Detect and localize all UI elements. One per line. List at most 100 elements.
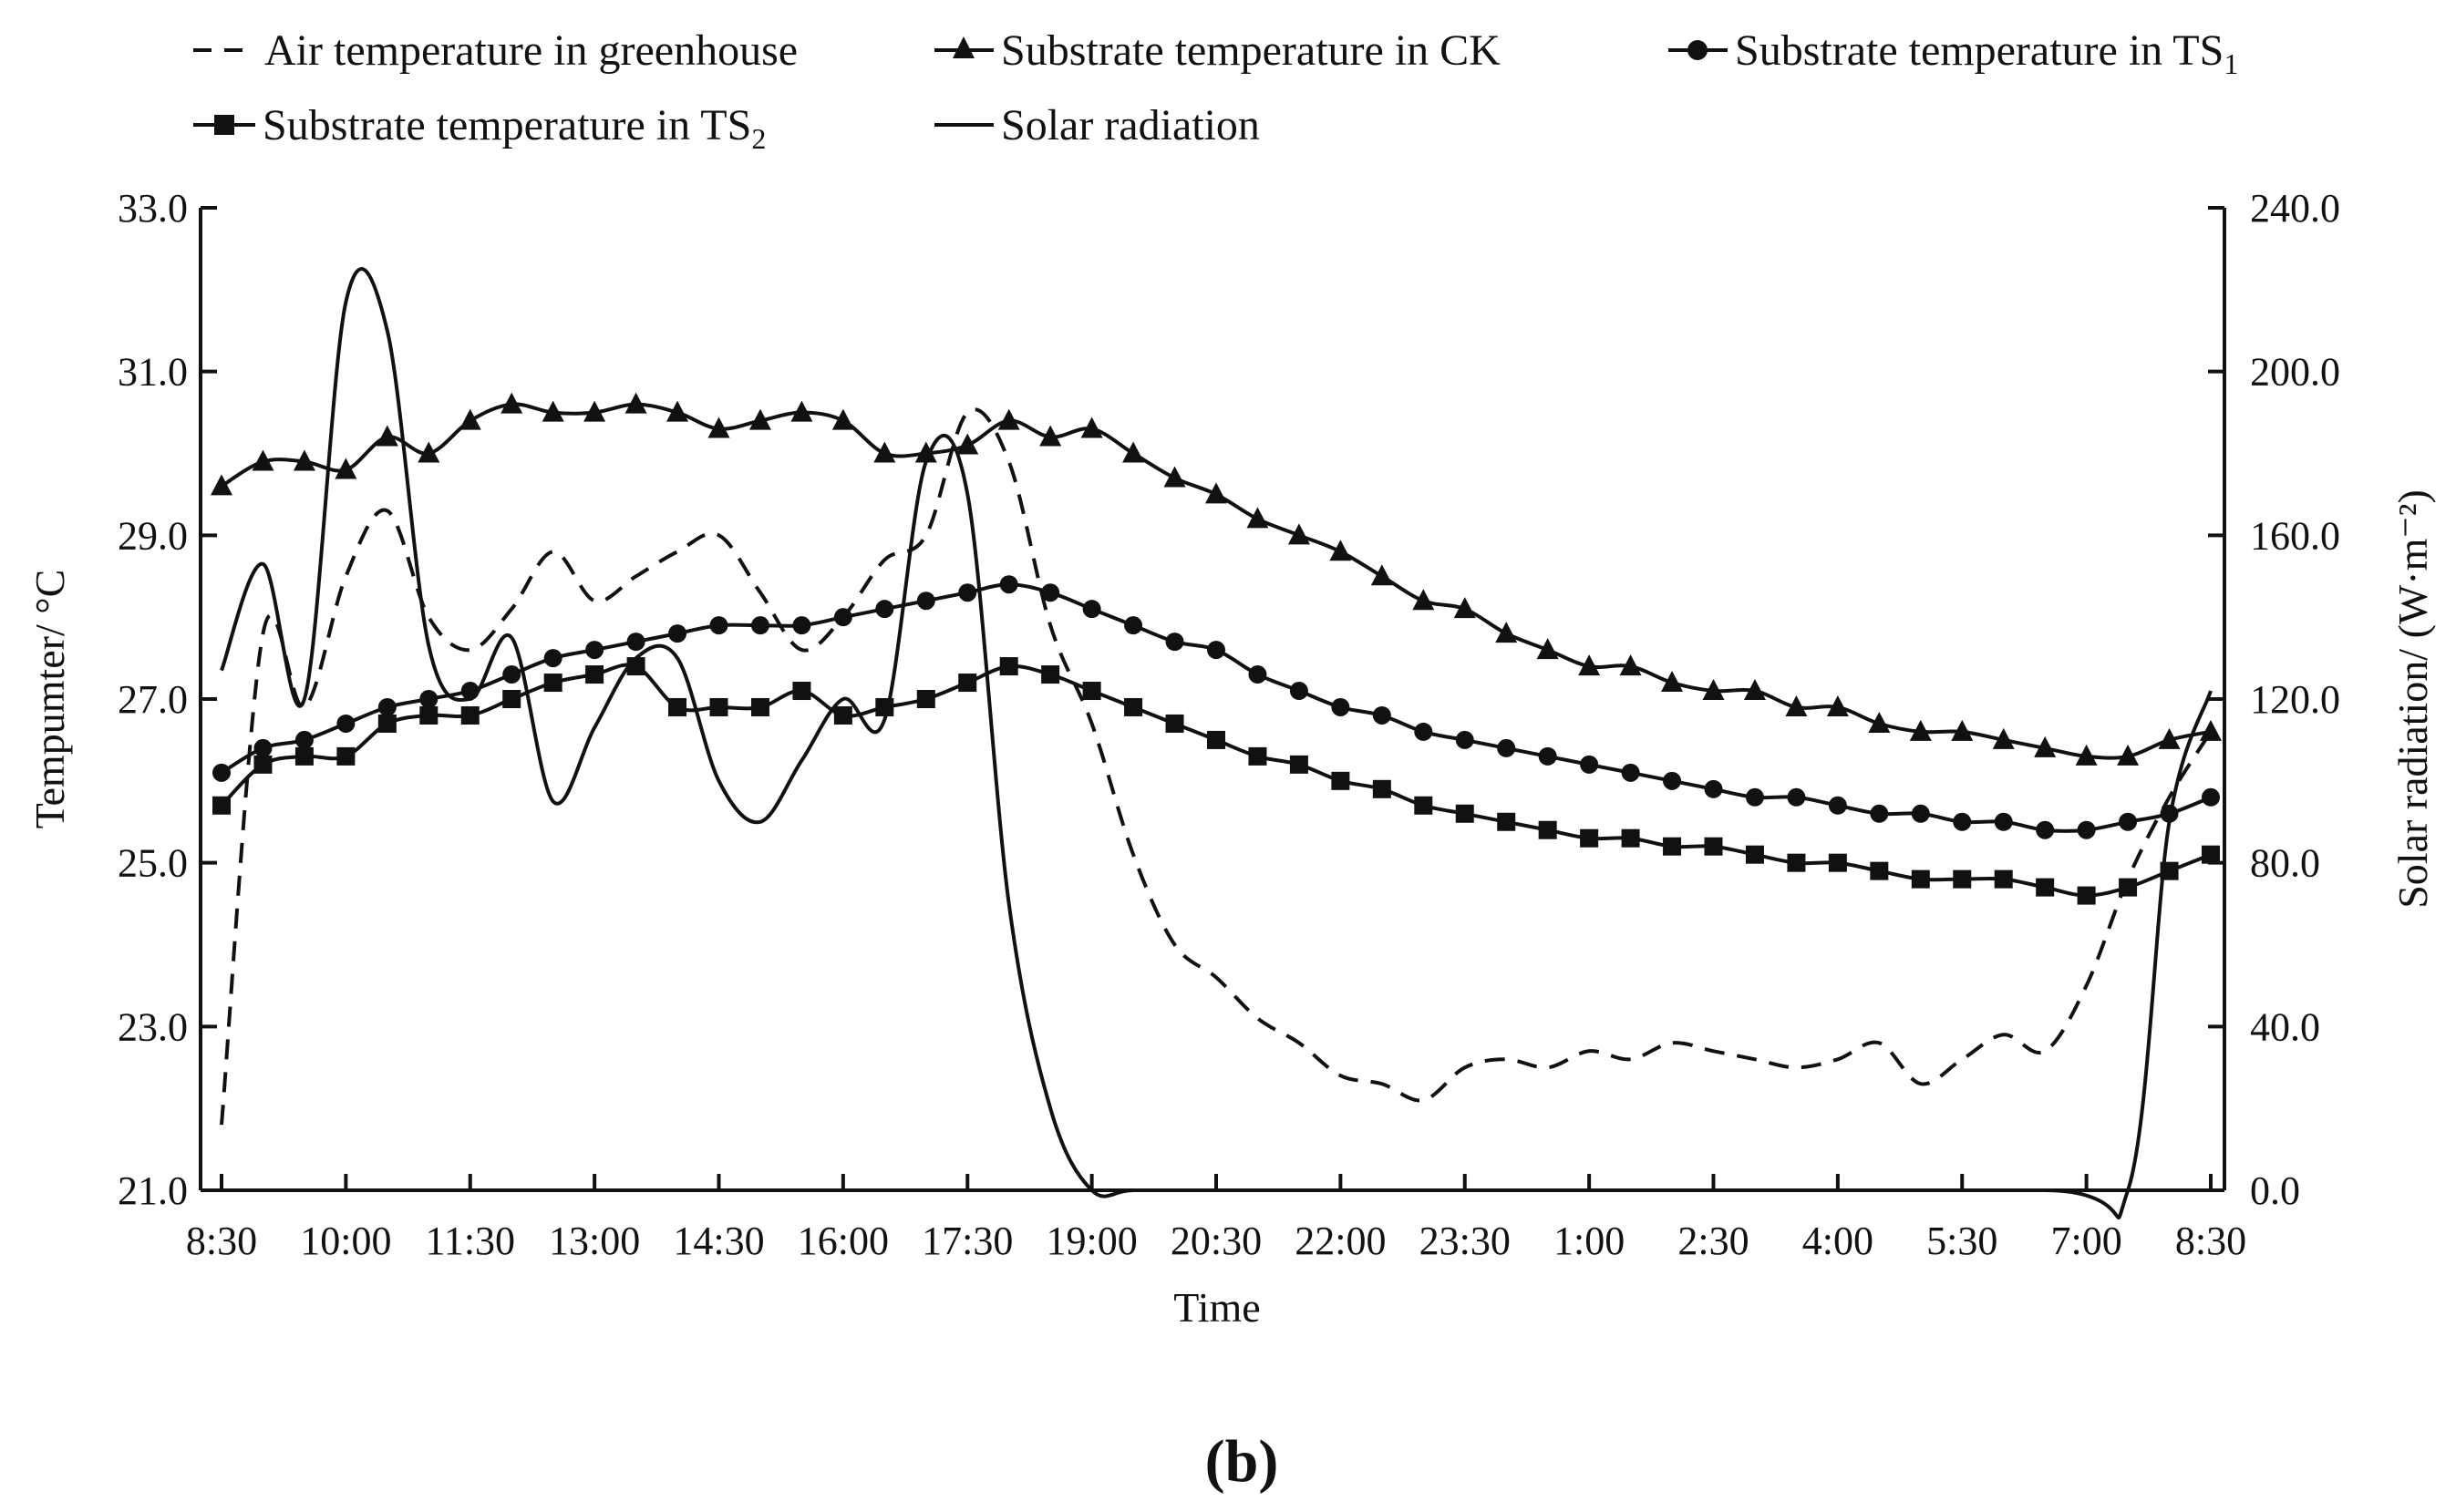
square-point xyxy=(792,682,811,701)
triangle-point xyxy=(1826,694,1849,716)
circle-point xyxy=(1994,812,2013,831)
legend-entry-ck: Substrate temperature in CK xyxy=(934,26,1501,75)
right-y-tick-label: 160.0 xyxy=(2250,513,2340,558)
circle-point xyxy=(1911,804,1930,823)
triangle-point xyxy=(1122,441,1145,463)
series-solar-radiation xyxy=(220,267,2213,1219)
circle-point xyxy=(792,616,811,635)
square-point xyxy=(958,674,977,693)
triangle-point xyxy=(997,408,1020,430)
right-y-tick-label: 240.0 xyxy=(2250,186,2340,231)
square-point xyxy=(2036,878,2055,897)
circle-point xyxy=(958,583,977,602)
circle-point xyxy=(999,575,1018,594)
circle-point xyxy=(502,665,521,684)
triangle-point xyxy=(1619,654,1642,676)
triangle-point xyxy=(335,458,357,479)
circle-point xyxy=(626,633,645,652)
legend-label-ts2: Substrate temperature in TS xyxy=(263,101,751,149)
x-tick-label: 8:30 xyxy=(186,1219,257,1263)
legend-entry-air-temperature: Air temperature in greenhouse xyxy=(193,26,798,75)
triangle-point xyxy=(1909,719,1932,741)
circle-point xyxy=(1124,616,1143,635)
left-y-axis-title: Tempumter/ °C xyxy=(26,570,73,829)
x-tick-label: 10:00 xyxy=(300,1219,391,1263)
circle-point xyxy=(750,616,769,635)
square-point xyxy=(1124,697,1143,716)
square-point xyxy=(294,746,314,766)
series-line-air-temperature-in-greenhouse xyxy=(220,407,2213,1126)
svg-text:Substrate temperature in TS1: Substrate temperature in TS1 xyxy=(1735,26,2238,80)
series-substrate-temperature-in-ck xyxy=(211,392,2222,766)
circle-point xyxy=(709,616,728,635)
square-point xyxy=(1787,853,1806,872)
triangle-point xyxy=(1163,466,1186,488)
triangle-point xyxy=(1868,711,1891,733)
series-substrate-temperature-in-ts2 xyxy=(212,657,2220,905)
svg-text:Substrate temperature in TS2: Substrate temperature in TS2 xyxy=(263,101,766,155)
circle-point xyxy=(1165,633,1184,652)
triangle-point xyxy=(1205,482,1227,504)
right-y-ticks: 0.0 40.0 80.0 120.0 160.0 200.0 240.0 xyxy=(2208,186,2340,1213)
circle-point xyxy=(668,624,687,643)
triangle-point xyxy=(293,449,315,471)
square-point xyxy=(1538,820,1557,839)
square-point xyxy=(502,690,521,708)
triangle-point xyxy=(1080,417,1103,438)
legend-entry-ts2: Substrate temperature in TS2 xyxy=(193,101,766,155)
triangle-point xyxy=(211,474,232,496)
circle-point xyxy=(1248,665,1267,684)
triangle-point xyxy=(1287,523,1310,545)
legend-square-marker xyxy=(214,115,234,135)
panel-label: (b) xyxy=(1205,1428,1279,1495)
circle-point xyxy=(1663,771,1682,790)
circle-point xyxy=(2202,787,2220,807)
square-point xyxy=(1911,869,1930,889)
x-tick-label: 19:00 xyxy=(1047,1219,1138,1263)
legend-label-ts1-subscript: 1 xyxy=(2224,47,2238,80)
x-tick-label: 1:00 xyxy=(1553,1219,1625,1263)
circle-point xyxy=(1041,583,1060,602)
legend-circle-marker xyxy=(1687,40,1708,60)
circle-point xyxy=(1870,804,1889,823)
triangle-point xyxy=(2075,744,2098,766)
right-y-tick-label: 120.0 xyxy=(2250,677,2340,722)
x-tick-label: 8:30 xyxy=(2175,1219,2246,1263)
left-y-tick-label: 29.0 xyxy=(118,513,188,558)
left-y-tick-label: 27.0 xyxy=(118,677,188,722)
circle-point xyxy=(1289,682,1308,701)
triangle-point xyxy=(376,425,398,447)
triangle-point xyxy=(1329,540,1352,561)
triangle-point xyxy=(1370,564,1393,586)
left-y-tick-label: 31.0 xyxy=(118,350,188,395)
circle-point xyxy=(294,730,314,749)
circle-point xyxy=(1455,730,1474,749)
circle-point xyxy=(1828,796,1847,815)
square-point xyxy=(1870,861,1889,880)
triangle-point xyxy=(1039,425,1062,447)
triangle-point xyxy=(2117,744,2140,766)
triangle-point xyxy=(500,392,523,414)
square-point xyxy=(1414,796,1433,815)
circle-point xyxy=(1331,697,1350,716)
triangle-point xyxy=(459,408,481,430)
square-point xyxy=(419,705,439,725)
triangle-point xyxy=(748,408,771,430)
x-tick-label: 22:00 xyxy=(1295,1219,1386,1263)
circle-point xyxy=(1745,787,1764,807)
right-y-tick-label: 0.0 xyxy=(2250,1168,2300,1213)
triangle-point xyxy=(624,392,647,414)
square-point xyxy=(460,705,480,725)
x-tick-label: 16:00 xyxy=(798,1219,889,1263)
left-y-tick-label: 25.0 xyxy=(118,841,188,886)
circle-point xyxy=(2119,812,2138,831)
x-tick-label: 11:30 xyxy=(425,1219,515,1263)
circle-point xyxy=(377,697,397,716)
circle-point xyxy=(916,591,935,611)
circle-point xyxy=(336,714,356,733)
circle-point xyxy=(1580,755,1599,774)
square-point xyxy=(1621,828,1640,848)
square-point xyxy=(1207,730,1225,749)
series-air-temperature-in-greenhouse xyxy=(220,407,2213,1126)
triangle-point xyxy=(1246,507,1269,529)
